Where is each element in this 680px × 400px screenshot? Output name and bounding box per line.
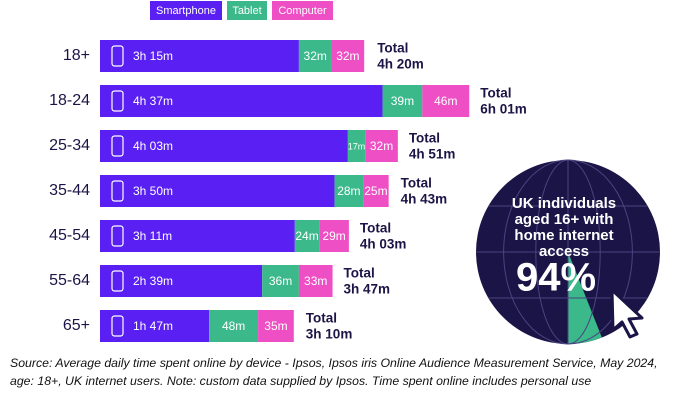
infographic-line: home internet: [514, 227, 613, 244]
bar-segment: [100, 40, 299, 72]
infographic-text: UK individuals aged 16+ with home internet…: [512, 195, 616, 260]
category-label: 65+: [63, 317, 90, 334]
bar-segment: [363, 175, 389, 207]
infographic-line: aged 16+ with: [515, 211, 614, 228]
value-label: 33m: [304, 274, 327, 288]
total-title: Total: [360, 221, 391, 236]
bar-segment: [209, 310, 259, 342]
value-label: 2h 39m: [133, 274, 173, 288]
legend-label: Computer: [278, 5, 327, 17]
total-label: 4h 20m: [377, 57, 424, 72]
bar-segment: [262, 265, 299, 297]
bar-segment: [382, 85, 423, 117]
value-label: 32m: [336, 49, 359, 63]
source-note: Source: Average daily time spent online …: [10, 356, 658, 388]
category-label: 45-54: [49, 227, 90, 244]
value-label: 17m: [348, 141, 366, 151]
legend-swatch: [150, 1, 222, 20]
bar-segment: [100, 85, 383, 117]
value-label: 32m: [304, 49, 327, 63]
value-label: 4h 03m: [133, 139, 173, 153]
category-label: 18-24: [49, 92, 90, 109]
value-label: 1h 47m: [133, 319, 173, 333]
total-title: Total: [306, 311, 337, 326]
bar-segment: [347, 130, 366, 162]
total-label: 4h 51m: [409, 147, 456, 162]
total-label: 4h 03m: [360, 237, 407, 252]
legend-swatch: [227, 1, 267, 20]
phone-icon: [111, 180, 124, 202]
cursor-icon: [610, 288, 644, 339]
legend-label: Tablet: [232, 5, 261, 17]
value-label: 46m: [434, 94, 457, 108]
value-label: 24m: [295, 229, 318, 243]
category-label: 55-64: [49, 272, 90, 289]
total-title: Total: [409, 131, 440, 146]
total-label: 6h 01m: [480, 102, 527, 117]
phone-icon: [111, 135, 124, 157]
total-title: Total: [480, 86, 511, 101]
infographic-line: access: [539, 243, 589, 260]
phone-icon: [111, 315, 124, 337]
total-title: Total: [344, 266, 375, 281]
bar-segment: [422, 85, 470, 117]
bar-segment: [258, 310, 294, 342]
infographic-value: 94%: [516, 256, 596, 300]
bar-segment: [100, 220, 295, 252]
category-label: 25-34: [49, 137, 90, 154]
value-label: 32m: [370, 139, 393, 153]
bar-segment: [100, 310, 210, 342]
value-label: 3h 50m: [133, 184, 173, 198]
bar-segment: [298, 40, 332, 72]
bar-segment: [334, 175, 364, 207]
category-label: 35-44: [49, 182, 90, 199]
value-label: 29m: [322, 229, 345, 243]
phone-icon: [111, 225, 124, 247]
legend-swatch: [272, 1, 333, 20]
bar-segment: [298, 265, 333, 297]
value-label: 35m: [264, 319, 287, 333]
total-label: 3h 10m: [306, 327, 353, 342]
bar-segment: [100, 265, 263, 297]
bar-segment: [100, 175, 335, 207]
value-label: 39m: [391, 94, 414, 108]
bar-segment: [319, 220, 349, 252]
value-label: 48m: [222, 319, 245, 333]
phone-icon: [111, 90, 124, 112]
bar-segment: [100, 130, 348, 162]
total-label: 3h 47m: [344, 282, 391, 297]
category-label: 18+: [63, 47, 90, 64]
phone-icon: [111, 45, 124, 67]
bar-segment: [294, 220, 320, 252]
value-label: 28m: [337, 184, 360, 198]
value-label: 3h 15m: [133, 49, 173, 63]
chart: Smartphone Tablet Computer 18+ 3h 15m 32m 32m T…: [49, 1, 660, 345]
value-label: 25m: [364, 184, 387, 198]
bar-segment: [365, 130, 398, 162]
infographic-line: UK individuals: [512, 195, 616, 212]
value-label: 3h 11m: [133, 229, 172, 243]
bar-segment: [331, 40, 365, 72]
legend-label: Smartphone: [156, 5, 216, 17]
phone-icon: [111, 270, 124, 292]
total-title: Total: [377, 41, 408, 56]
total-title: Total: [401, 176, 432, 191]
value-label: 36m: [269, 274, 292, 288]
value-label: 4h 37m: [133, 94, 173, 108]
total-label: 4h 43m: [401, 192, 448, 207]
